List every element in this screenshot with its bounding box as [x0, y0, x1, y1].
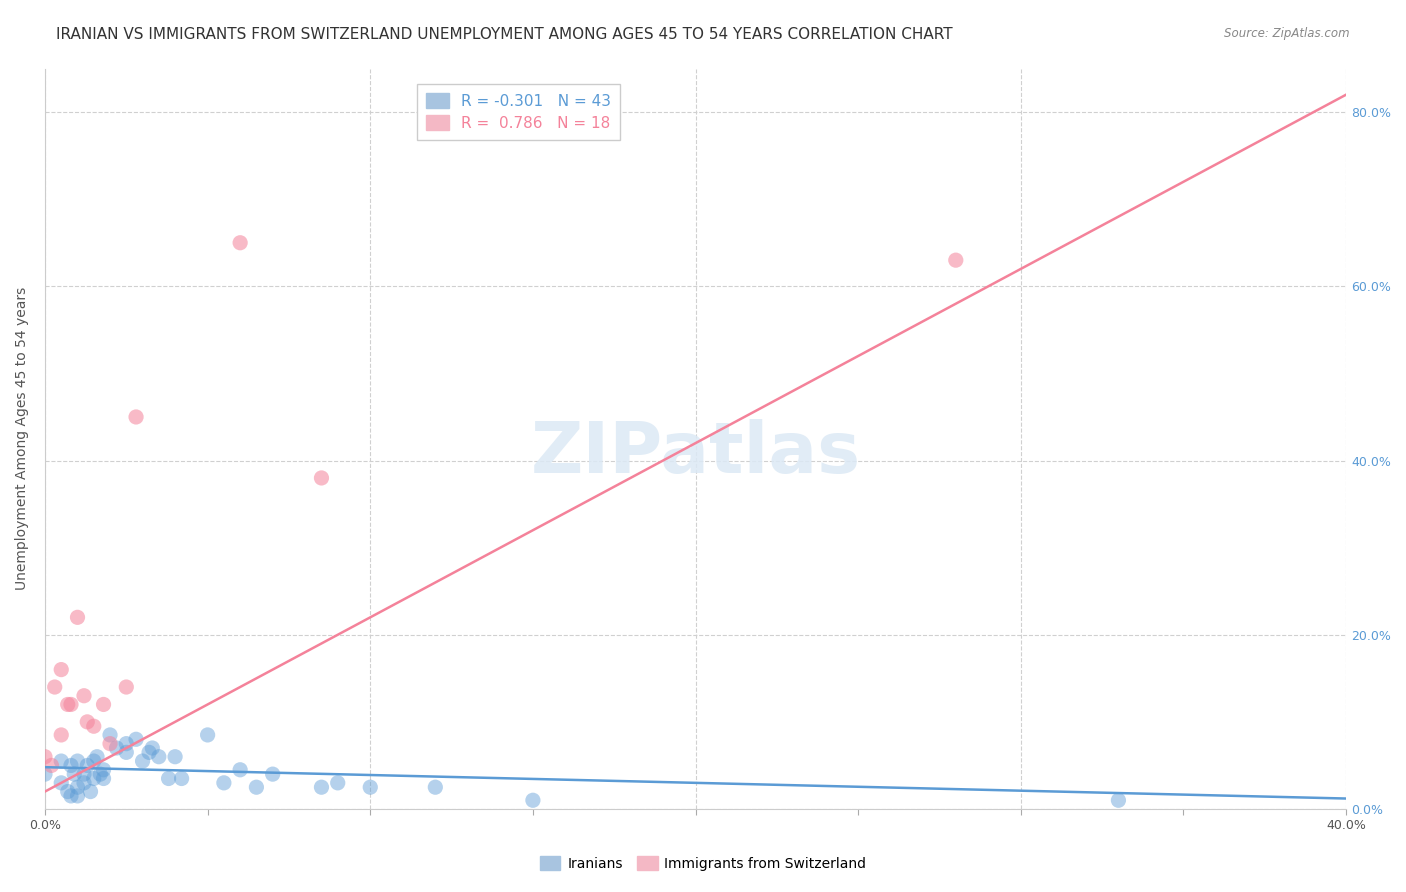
- Point: [125, 409, 148, 424]
- Point: [170, 772, 193, 786]
- Point: [34, 767, 56, 781]
- Point: [51, 754, 73, 768]
- Point: [141, 741, 163, 756]
- Point: [34, 749, 56, 764]
- Point: [1107, 793, 1129, 807]
- Point: [131, 754, 153, 768]
- Point: [83, 772, 105, 786]
- Point: [93, 772, 115, 786]
- Point: [148, 749, 170, 764]
- Point: [41, 758, 63, 772]
- Point: [115, 745, 138, 759]
- Point: [51, 776, 73, 790]
- Point: [105, 741, 128, 756]
- Point: [522, 793, 544, 807]
- Point: [93, 763, 115, 777]
- Point: [89, 767, 111, 781]
- Point: [229, 235, 252, 250]
- Text: IRANIAN VS IMMIGRANTS FROM SWITZERLAND UNEMPLOYMENT AMONG AGES 45 TO 54 YEARS CO: IRANIAN VS IMMIGRANTS FROM SWITZERLAND U…: [56, 27, 953, 42]
- Point: [73, 689, 96, 703]
- Point: [98, 737, 121, 751]
- Point: [56, 784, 79, 798]
- Point: [93, 698, 115, 712]
- Point: [311, 471, 333, 485]
- Point: [138, 745, 160, 759]
- Point: [56, 698, 79, 712]
- Point: [945, 253, 967, 268]
- Point: [66, 789, 89, 803]
- Point: [63, 767, 86, 781]
- Point: [76, 758, 98, 772]
- Point: [83, 719, 105, 733]
- Point: [125, 732, 148, 747]
- Point: [311, 780, 333, 795]
- Point: [359, 780, 381, 795]
- Point: [165, 749, 187, 764]
- Point: [66, 754, 89, 768]
- Point: [73, 776, 96, 790]
- Point: [98, 728, 121, 742]
- Point: [115, 737, 138, 751]
- Point: [326, 776, 349, 790]
- Point: [51, 728, 73, 742]
- Point: [44, 680, 66, 694]
- Point: [212, 776, 235, 790]
- Point: [425, 780, 447, 795]
- Point: [73, 767, 96, 781]
- Text: ZIPatlas: ZIPatlas: [530, 419, 860, 488]
- Point: [83, 754, 105, 768]
- Point: [66, 780, 89, 795]
- Point: [86, 749, 108, 764]
- Point: [66, 610, 89, 624]
- Point: [229, 763, 252, 777]
- Point: [76, 714, 98, 729]
- Point: [262, 767, 284, 781]
- Point: [59, 758, 82, 772]
- Point: [59, 789, 82, 803]
- Point: [245, 780, 267, 795]
- Point: [59, 698, 82, 712]
- Point: [197, 728, 219, 742]
- Legend: R = -0.301   N = 43, R =  0.786   N = 18: R = -0.301 N = 43, R = 0.786 N = 18: [418, 84, 620, 140]
- Point: [115, 680, 138, 694]
- Legend: Iranians, Immigrants from Switzerland: Iranians, Immigrants from Switzerland: [534, 850, 872, 876]
- Y-axis label: Unemployment Among Ages 45 to 54 years: Unemployment Among Ages 45 to 54 years: [15, 287, 30, 591]
- Point: [79, 784, 101, 798]
- Point: [157, 772, 180, 786]
- Point: [51, 663, 73, 677]
- Text: Source: ZipAtlas.com: Source: ZipAtlas.com: [1225, 27, 1350, 40]
